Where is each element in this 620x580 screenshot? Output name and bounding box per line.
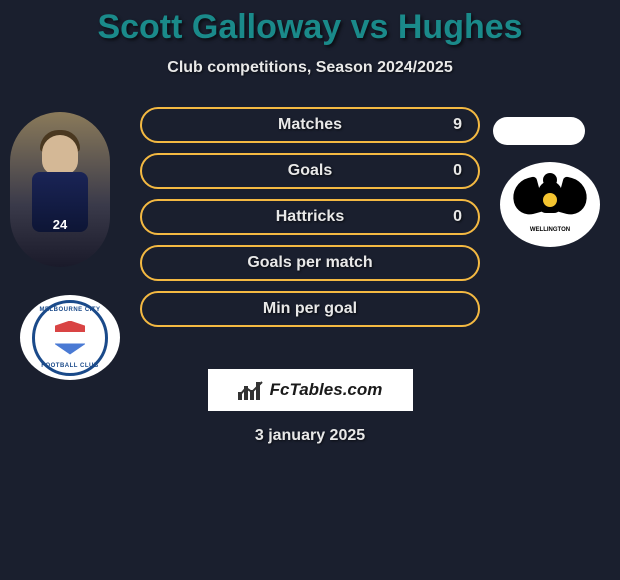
stat-value: 0	[453, 208, 462, 226]
stat-row-goals: Goals 0	[140, 153, 480, 189]
player-left-avatar: 24	[10, 112, 110, 267]
branding-badge: FcTables.com	[208, 369, 413, 411]
stat-value: 9	[453, 116, 462, 134]
stat-value: 0	[453, 162, 462, 180]
player-right-avatar	[493, 117, 585, 145]
content-area: 24 MELBOURNE CITY FOOTBALL CLUB WELLINGT…	[0, 107, 620, 445]
stat-row-min-per-goal: Min per goal	[140, 291, 480, 327]
subtitle: Club competitions, Season 2024/2025	[0, 59, 620, 77]
stats-list: Matches 9 Goals 0 Hattricks 0 Goals per …	[140, 107, 480, 327]
stat-label: Min per goal	[263, 300, 357, 318]
stat-label: Matches	[278, 116, 342, 134]
page-title: Scott Galloway vs Hughes	[0, 0, 620, 47]
eagle-icon	[515, 173, 585, 223]
stat-row-hattricks: Hattricks 0	[140, 199, 480, 235]
stat-label: Hattricks	[276, 208, 344, 226]
club-right-name: WELLINGTON	[530, 227, 570, 233]
club-left-shield-icon	[55, 321, 85, 355]
trend-line-icon	[238, 380, 264, 400]
player-jersey-number: 24	[53, 217, 67, 232]
stat-row-goals-per-match: Goals per match	[140, 245, 480, 281]
club-left-name-bottom: FOOTBALL CLUB	[41, 363, 98, 369]
stat-label: Goals per match	[247, 254, 372, 272]
club-left-badge: MELBOURNE CITY FOOTBALL CLUB	[20, 295, 120, 380]
club-right-badge: WELLINGTON	[500, 162, 600, 247]
club-left-name-top: MELBOURNE CITY	[40, 307, 101, 313]
date-text: 3 january 2025	[0, 427, 620, 445]
stat-label: Goals	[288, 162, 332, 180]
branding-text: FcTables.com	[270, 380, 383, 400]
player-figure: 24	[25, 130, 95, 250]
stat-row-matches: Matches 9	[140, 107, 480, 143]
bars-icon	[238, 380, 264, 400]
